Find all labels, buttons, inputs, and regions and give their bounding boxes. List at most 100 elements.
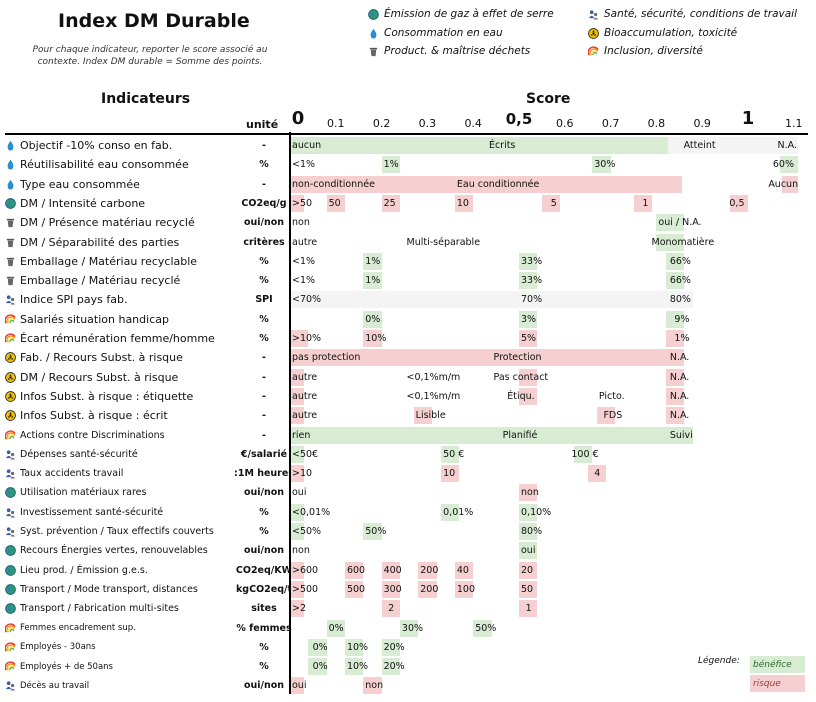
score-cell: 50 [521,583,534,595]
table-row: Infos Subst. à risque : écrit - autre Lisib… [5,406,808,425]
scale-tick: 0.8 [647,117,666,130]
indicator-text: Objectif -10% conso en fab. [20,139,173,152]
risk-band [665,407,684,425]
risk-band [290,194,304,212]
indicator-label: Transport / Fabrication multi-sites [5,599,233,618]
score-cell: 300 [383,583,402,595]
score-cell: <50% [292,526,322,537]
benefit-band [363,310,382,328]
score-cell: autre [292,410,318,422]
score-cell: 10% [365,333,387,344]
score-cell: 400 [383,564,402,576]
risk-band [454,561,474,579]
table-row: DM / Recours Subst. à risque - autre <0,1%m… [5,368,808,387]
globe-icon [5,198,16,209]
score-cell: >10 [292,468,313,480]
indicator-text: Transport / Fabrication multi-sites [20,603,179,615]
indicator-label: DM / Séparabilité des parties [5,233,233,252]
score-cell: 1% [365,275,381,287]
score-cell: Planifié [502,429,538,441]
score-cell: <50€ [292,448,319,460]
score-cell: <1% [292,275,316,287]
score-cell: <0,01% [292,506,331,518]
table-row: Syst. prévention / Taux effectifs couver… [5,522,808,541]
legend-label: Émission de gaz à effet de serre [384,8,554,20]
unit-header: unité [246,118,279,131]
indicator-unit: % [259,641,269,653]
benefit-band [656,214,684,232]
hazard-icon [5,391,16,402]
score-cell: 0% [312,641,328,653]
score-cell: 10 [456,197,469,209]
score-cell: autre [292,390,318,402]
risk-band [363,677,382,695]
rainbow-icon [5,622,16,634]
score-cell: autre [292,236,318,248]
table-row: Dépenses santé-sécurité €/salarié <50€ 50 €… [5,445,808,464]
score-cell: >600 [292,564,319,576]
benefit-band [441,445,460,463]
risk-band [519,561,538,579]
score-cell: 0,01% [443,506,474,518]
drop-icon [5,159,16,170]
bin-icon [5,256,16,267]
indicator-label: Lieu prod. / Émission g.e.s. [5,561,233,580]
legend-item: Santé, sécurité, conditions de travail [588,8,797,20]
risk-band [519,387,538,405]
risk-band [290,561,304,579]
score-cell: Pas contact [493,371,549,383]
indicator-label: Transport / Mode transport, distances [5,580,233,599]
score-cell: 33% [521,255,543,267]
risk-band [665,387,684,405]
score-cell: 66% [669,255,691,267]
indicator-text: Emballage / Matériau recyclable [20,254,198,268]
indicator-label: Fab. / Recours Subst. à risque [5,348,233,367]
indicator-unit: - [262,429,266,441]
indicator-unit: oui/non [243,217,285,229]
indicator-text: Écart rémunération femme/homme [20,332,215,345]
indicator-unit: :1M heures [234,468,294,480]
score-cell: 0% [328,622,344,634]
legend-item: Inclusion, diversité [588,45,703,57]
score-cell: 2 [388,603,395,615]
score-cell: 1 [642,197,649,209]
risk-band [729,194,748,212]
benefit-band [381,156,400,174]
table-row: Emballage / Matériau recyclable% <1% 1% 33%… [5,252,808,271]
risk-band [381,580,400,598]
risk-band [665,330,684,347]
score-cell: aucun [292,140,322,151]
risk-band [633,194,652,212]
table-row: Fab. / Recours Subst. à risque - pas prote… [5,348,808,367]
indicator-text: Emballage / Matériau recyclé [20,274,181,288]
indicator-text: Recours Énergies vertes, renouvelables [20,545,208,557]
score-cell: 10% [346,641,369,653]
people-icon [5,449,16,460]
benefit-band [519,523,538,540]
score-cell: oui [521,545,536,557]
indicator-label: Employés + de 50ans [5,657,233,676]
indicator-text: Type eau consommée [20,177,140,191]
benefit-band [381,638,400,656]
benefit-band [308,638,327,656]
risk-band [290,387,304,405]
scale-tick: 1 [741,108,755,129]
score-cell: Étiqu. [507,390,535,402]
score-cell: 1% [674,333,690,344]
score-cell: <0,1%m/m [406,390,461,402]
benefit-band [290,523,304,540]
indicator-unit: % [259,333,269,344]
indicator-label: Utilisation matériaux rares [5,483,233,502]
key-risk: risque [750,675,805,692]
indicator-text: Infos Subst. à risque : étiquette [20,389,194,403]
indicator-unit: oui/non [243,680,285,692]
scale-tick: 0.9 [693,117,711,130]
risk-band [418,561,437,579]
risk-band [519,580,538,598]
people-icon [5,680,16,691]
benefit-band [665,310,684,328]
indicator-label: Réutilisabilité eau consommée [5,155,233,174]
benefit-band [519,503,538,521]
benefit-band [326,619,345,637]
score-cell: 0% [365,313,381,325]
